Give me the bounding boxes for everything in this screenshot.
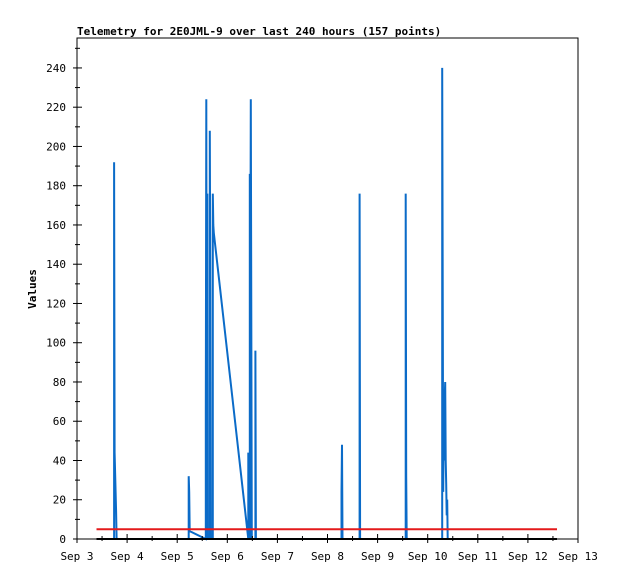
plot-frame [76, 37, 579, 540]
y-tick-label: 160 [46, 219, 66, 232]
y-tick-label: 100 [46, 337, 66, 350]
x-tick-label: Sep 7 [261, 550, 294, 563]
x-tick-label: Sep 11 [458, 550, 498, 563]
y-tick-label: 240 [46, 62, 66, 75]
x-tick-label: Sep 8 [311, 550, 344, 563]
y-tick-label: 220 [46, 101, 66, 114]
y-tick-label: 40 [53, 454, 66, 467]
x-tick-label: Sep 6 [211, 550, 244, 563]
y-tick-label: 120 [46, 297, 66, 310]
chart-title: Telemetry for 2E0JML-9 over last 240 hou… [77, 25, 441, 38]
series-line-1 [113, 67, 449, 541]
x-tick-label: Sep 10 [408, 550, 448, 563]
y-axis: 0 20 40 60 80 100 120 140 160 180 200 220 240 [46, 47, 82, 546]
x-tick-label: Sep 13 [558, 550, 598, 563]
y-tick-label: 80 [53, 376, 66, 389]
x-tick-label: Sep 4 [111, 550, 144, 563]
y-axis-label: Values [26, 269, 39, 309]
x-tick-label: Sep 9 [361, 550, 394, 563]
y-tick-label: 20 [53, 494, 66, 507]
x-tick-label: Sep 12 [508, 550, 548, 563]
y-tick-label: 60 [53, 415, 66, 428]
series-layer [96, 67, 557, 541]
y-tick-label: 140 [46, 258, 66, 271]
y-tick-label: 0 [59, 533, 66, 546]
y-tick-label: 200 [46, 140, 66, 153]
x-tick-label: Sep 3 [60, 550, 93, 563]
x-tick-label: Sep 5 [161, 550, 194, 563]
y-tick-label: 180 [46, 180, 66, 193]
x-axis: Sep 3 Sep 4 Sep 5 Sep 6 Sep 7 Sep 8 Sep 9 Sep 1… [60, 534, 598, 563]
